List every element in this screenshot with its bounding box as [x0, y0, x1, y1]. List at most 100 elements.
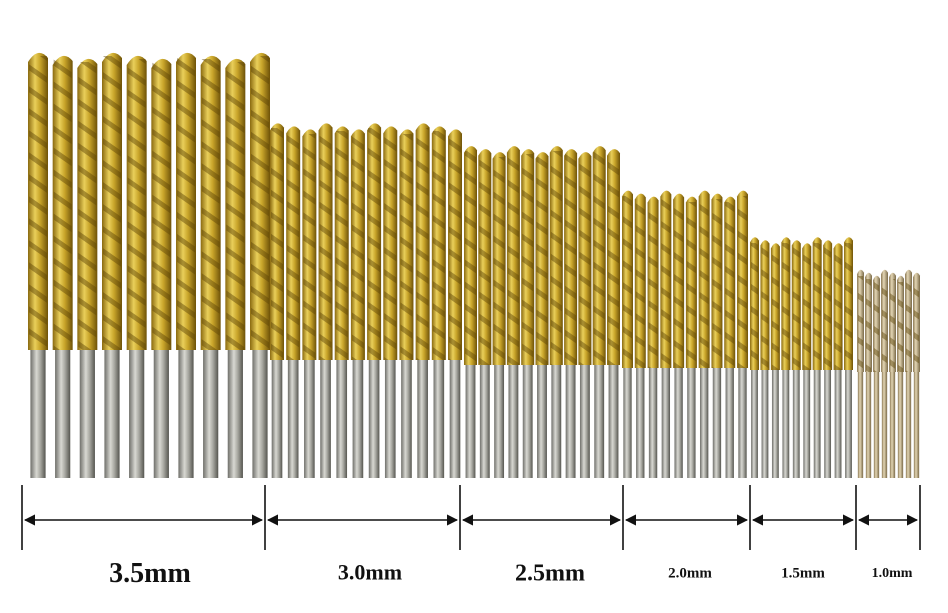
bit-flute-twist	[416, 128, 429, 360]
drill-bit	[77, 58, 98, 478]
drill-bit	[873, 275, 880, 478]
bit-shank	[845, 370, 852, 478]
bit-flute-twist	[648, 202, 658, 368]
bit-shank	[834, 370, 842, 478]
bit-shank	[579, 365, 590, 478]
bit-flute-twist	[874, 282, 879, 372]
drill-bit	[781, 237, 791, 478]
bit-flute-twist	[761, 246, 769, 370]
drill-bit	[334, 126, 349, 478]
bit-flute-twist	[493, 157, 505, 365]
bit-flute-twist	[738, 196, 747, 368]
bit-shank	[304, 360, 315, 478]
size-label: 3.5mm	[109, 558, 191, 589]
bit-flute-twist	[319, 128, 332, 360]
bit-flute-twist	[882, 276, 887, 372]
bit-shank	[336, 360, 348, 478]
bit-shank	[352, 360, 364, 478]
bit-shank	[178, 350, 194, 478]
drill-bit	[711, 193, 723, 478]
bit-flute-twist	[661, 196, 671, 368]
bit-flute-twist	[351, 134, 364, 360]
bit-shank	[417, 360, 428, 478]
drill-bit	[578, 152, 592, 478]
drill-bit	[431, 126, 446, 478]
bit-flute-twist	[866, 279, 871, 372]
drill-bit	[318, 123, 333, 478]
drill-bit	[634, 193, 646, 478]
drill-bit	[607, 149, 620, 478]
bit-shank	[873, 372, 880, 478]
drill-bit	[521, 149, 535, 478]
drill-bit	[270, 123, 284, 478]
size-label: 2.0mm	[668, 565, 712, 581]
drill-bit	[399, 129, 414, 478]
bit-flute-twist	[479, 154, 491, 365]
drill-bit	[737, 190, 748, 478]
drill-bit	[660, 190, 672, 478]
bit-flute-twist	[699, 196, 709, 368]
bit-flute-twist	[29, 56, 47, 350]
bit-shank	[551, 365, 562, 478]
bit-shank	[465, 365, 476, 478]
drill-bit	[367, 123, 382, 478]
drill-bit	[225, 58, 246, 478]
bit-flute-twist	[103, 56, 121, 350]
bit-flute-twist	[384, 131, 397, 360]
bit-shank	[449, 360, 461, 478]
bit-flute-twist	[201, 59, 220, 350]
bit-flute-twist	[127, 59, 146, 350]
bit-shank	[648, 368, 658, 478]
drill-bit	[823, 240, 833, 478]
bit-flute-twist	[898, 282, 903, 372]
bit-shank	[252, 350, 268, 478]
drill-bit	[151, 58, 172, 478]
bit-shank	[674, 368, 683, 478]
bit-shank	[153, 350, 169, 478]
drill-bit	[448, 129, 462, 478]
bit-flute-twist	[400, 134, 413, 360]
bit-flute-twist	[890, 279, 895, 372]
bit-shank	[699, 368, 709, 478]
drill-bit	[176, 52, 196, 478]
bit-shank	[55, 350, 71, 478]
bit-shank	[368, 360, 380, 478]
bit-shank	[782, 370, 790, 478]
bit-shank	[687, 368, 696, 478]
drill-bit	[685, 196, 697, 478]
drill-bit	[905, 269, 912, 478]
bit-flute-twist	[536, 157, 548, 365]
bit-shank	[479, 365, 490, 478]
bit-flute-twist	[579, 157, 591, 365]
drill-bit	[698, 190, 710, 478]
drill-bit	[724, 196, 736, 478]
bit-shank	[824, 370, 832, 478]
bit-flute-twist	[906, 276, 911, 372]
drill-bit	[812, 237, 822, 478]
bit-flute-twist	[813, 243, 821, 370]
bit-flute-twist	[550, 151, 562, 365]
bit-flute-twist	[712, 199, 722, 368]
drill-bit	[464, 146, 477, 478]
bit-flute-twist	[593, 151, 605, 365]
bit-flute-twist	[674, 199, 684, 368]
drill-bit	[889, 272, 896, 478]
bit-flute-twist	[449, 134, 461, 360]
bit-shank	[129, 350, 145, 478]
bit-shank	[537, 365, 547, 478]
bit-shank	[897, 372, 904, 478]
bit-shank	[905, 372, 912, 478]
drill-bit	[673, 193, 685, 478]
size-label: 2.5mm	[515, 560, 585, 586]
drill-bit	[564, 149, 578, 478]
bit-shank	[889, 372, 896, 478]
drill-bit	[770, 243, 780, 478]
bit-flute-twist	[335, 131, 348, 360]
drill-bit	[200, 55, 221, 478]
bit-flute-twist	[792, 246, 800, 370]
bit-flute-twist	[303, 134, 316, 360]
drill-bit	[844, 237, 853, 478]
bit-flute-twist	[507, 151, 519, 365]
drill-bit	[126, 55, 147, 478]
